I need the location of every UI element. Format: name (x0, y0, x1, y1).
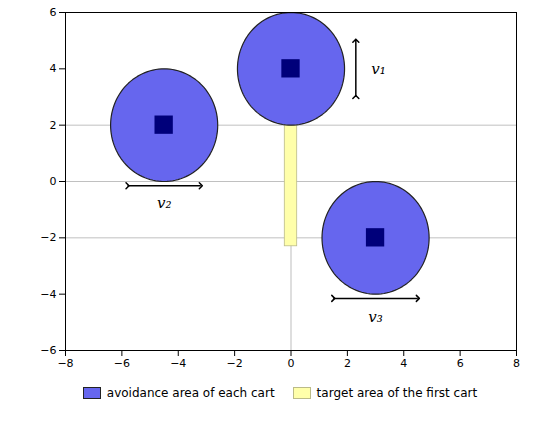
svg-text:v₂: v₂ (156, 194, 171, 212)
svg-text:−4: −4 (170, 357, 186, 370)
html-text:avoidance area of each cart: avoidance area of each cart (106, 386, 275, 400)
svg-text:4: 4 (400, 357, 407, 370)
svg-text:v₁: v₁ (371, 60, 386, 78)
svg-text:−8: −8 (57, 357, 73, 370)
svg-text:−2: −2 (40, 231, 56, 244)
svg-text:2: 2 (343, 357, 350, 370)
svg-text:0: 0 (287, 357, 294, 370)
html-text:target area of the first cart: target area of the first cart (316, 386, 478, 400)
svg-text:−4: −4 (40, 288, 56, 301)
svg-text:−2: −2 (226, 357, 242, 370)
svg-text:4: 4 (49, 62, 56, 75)
svg-text:8: 8 (513, 357, 520, 370)
svg-text:0: 0 (49, 175, 56, 188)
svg-text:6: 6 (456, 357, 463, 370)
svg-text:2: 2 (49, 119, 56, 132)
svg-text:6: 6 (49, 6, 56, 19)
svg-text:−6: −6 (113, 357, 129, 370)
svg-text:−6: −6 (40, 344, 56, 357)
svg-text:v₃: v₃ (368, 308, 383, 326)
